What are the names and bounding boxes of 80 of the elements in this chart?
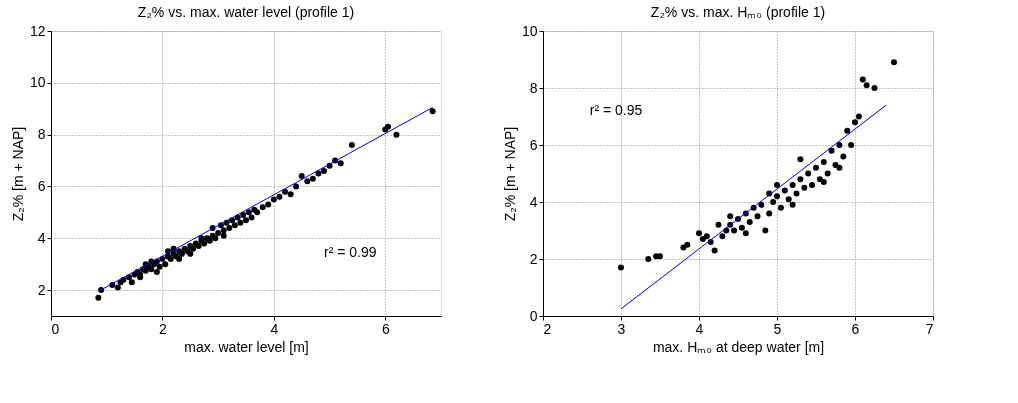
point (891, 59, 897, 66)
point (789, 181, 796, 188)
point (793, 190, 800, 197)
y-tick-label: 6 (37, 177, 46, 194)
x-tick-label: 4 (270, 320, 279, 337)
y-tick-label: 0 (529, 307, 538, 324)
point (785, 196, 792, 203)
point (719, 233, 726, 240)
point (711, 247, 718, 254)
point (809, 181, 816, 188)
point (824, 170, 831, 177)
point (813, 164, 819, 171)
point (801, 184, 808, 191)
point (766, 210, 773, 217)
point (848, 142, 855, 148)
point (797, 176, 804, 183)
point (727, 213, 734, 220)
point (731, 227, 738, 234)
annotation: r² = 0.95 (589, 101, 643, 118)
point (840, 153, 847, 160)
chart-title: Z₂% vs. max. water level (profile 1) (137, 4, 355, 20)
y-tick-label: 2 (529, 250, 538, 267)
y-tick-label: 6 (529, 136, 538, 153)
y-tick-label: 4 (529, 193, 538, 210)
point (859, 76, 866, 83)
annotation: r² = 0.99 (324, 244, 377, 261)
point (789, 201, 796, 208)
y-tick-label: 8 (529, 79, 538, 96)
point (754, 213, 761, 220)
y-tick-label: 10 (29, 74, 46, 91)
point (777, 204, 784, 211)
point (696, 230, 702, 237)
x-tick-label: 7 (925, 320, 934, 337)
x-tick-label: 0 (51, 320, 60, 337)
y-tick-label: 2 (37, 281, 46, 298)
point (774, 193, 780, 200)
x-tick-label: 2 (159, 320, 168, 337)
point (820, 159, 827, 166)
point (836, 164, 843, 171)
point (703, 233, 710, 240)
point (820, 179, 827, 186)
point (742, 230, 749, 237)
point (746, 218, 753, 225)
y-tick-label: 4 (37, 229, 46, 246)
point (715, 221, 722, 228)
point (852, 119, 858, 126)
point (871, 85, 878, 91)
x-tick-label: 5 (773, 320, 782, 337)
point (762, 227, 769, 234)
x-tick-label: 3 (617, 320, 626, 337)
x-axis-title: max. water level [m] (184, 338, 309, 355)
point (770, 199, 777, 205)
x-tick-label: 4 (695, 320, 704, 337)
point (805, 170, 812, 177)
y-tick-label: 10 (521, 22, 538, 39)
point (828, 147, 835, 154)
point (657, 253, 663, 260)
point (797, 156, 804, 163)
x-tick-label: 6 (851, 320, 860, 337)
x-axis-title: max. Hₘ₀ at deep water [m] (652, 338, 825, 355)
point (645, 256, 652, 262)
x-tick-label: 2 (543, 320, 552, 337)
point (758, 201, 765, 208)
y-tick-label: 8 (37, 126, 46, 143)
y-tick-label: 12 (29, 22, 46, 39)
point (699, 236, 706, 243)
point (774, 181, 780, 188)
point (738, 224, 745, 231)
point (844, 127, 851, 134)
y-axis-title: Z₂% [m + NAP] (9, 126, 26, 222)
y-axis-title: Z₂% [m + NAP] (501, 126, 518, 222)
point (836, 142, 843, 148)
chart-title: Z₂% vs. max. Hₘ₀ (profile 1) (650, 4, 826, 20)
point (684, 241, 691, 248)
point (781, 187, 788, 194)
x-tick-label: 6 (381, 320, 390, 337)
point (618, 264, 624, 271)
point (816, 176, 823, 183)
point (863, 82, 870, 89)
point (855, 113, 862, 120)
